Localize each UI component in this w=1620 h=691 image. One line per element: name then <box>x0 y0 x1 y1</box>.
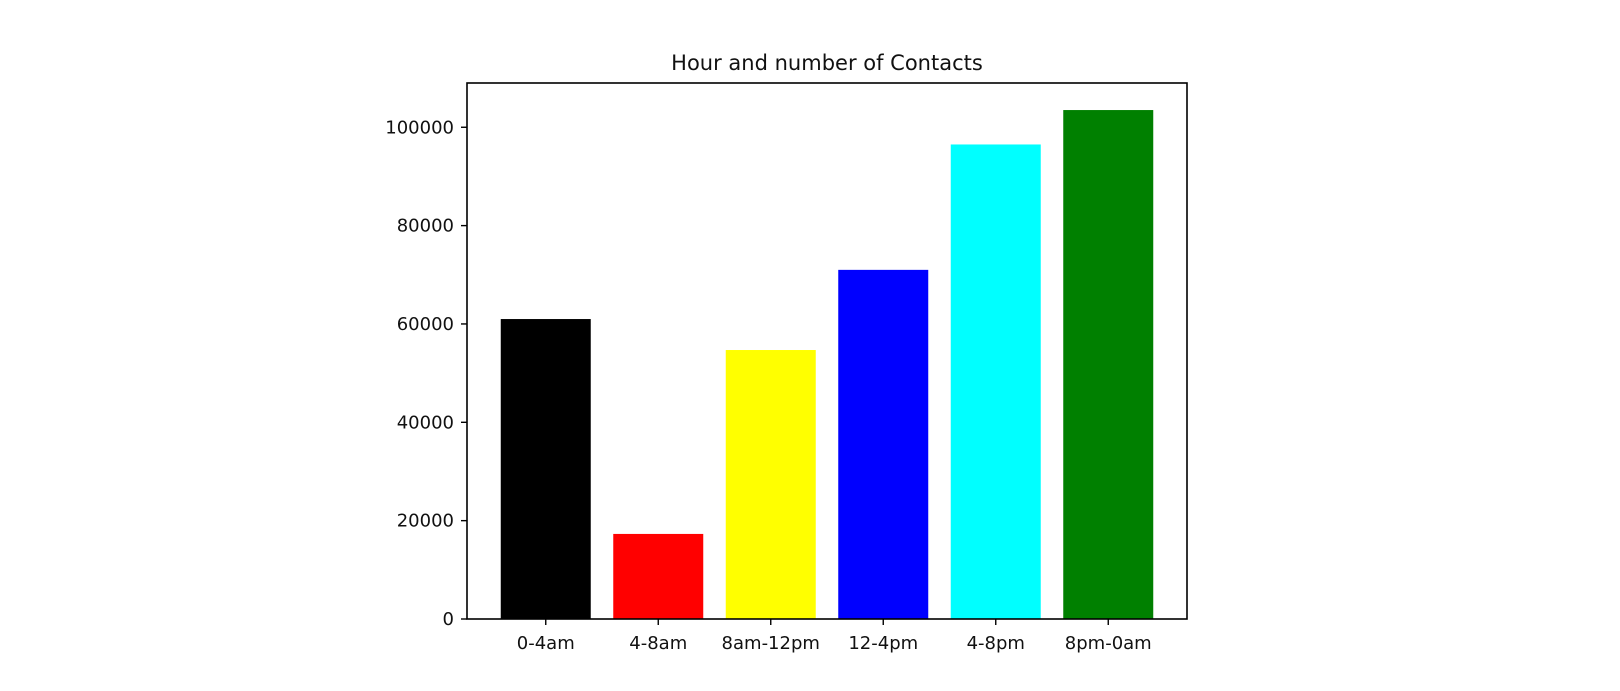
x-tick-label: 0-4am <box>517 633 575 654</box>
y-axis-ticks: 0 20000 40000 60000 80000 100000 <box>385 117 467 630</box>
chart-title: Hour and number of Contacts <box>671 51 983 75</box>
bar-4-8am <box>613 533 704 619</box>
bar-4-8pm <box>950 144 1041 619</box>
x-tick-label: 4-8pm <box>967 633 1025 654</box>
bars-layer <box>500 110 1154 620</box>
bar-0-4am <box>500 319 591 619</box>
axes-frame <box>466 82 1188 620</box>
y-tick-label: 20000 <box>397 511 454 532</box>
x-tick-label: 8am-12pm <box>722 633 820 654</box>
bar-8pm-0am <box>1063 110 1154 620</box>
x-tick-label: 4-8am <box>629 633 687 654</box>
x-tick-label: 8pm-0am <box>1065 633 1152 654</box>
x-axis-ticks: 0-4am 4-8am 8am-12pm 12-4pm 4-8pm 8pm-0am <box>517 619 1152 654</box>
bar-8am-12pm <box>725 350 816 619</box>
y-tick-label: 60000 <box>397 314 454 335</box>
y-tick-label: 40000 <box>397 412 454 433</box>
y-tick-label: 100000 <box>385 117 454 138</box>
y-tick-label: 80000 <box>397 216 454 237</box>
y-tick-label: 0 <box>443 609 454 630</box>
bar-12-4pm <box>838 269 929 619</box>
x-tick-label: 12-4pm <box>848 633 918 654</box>
